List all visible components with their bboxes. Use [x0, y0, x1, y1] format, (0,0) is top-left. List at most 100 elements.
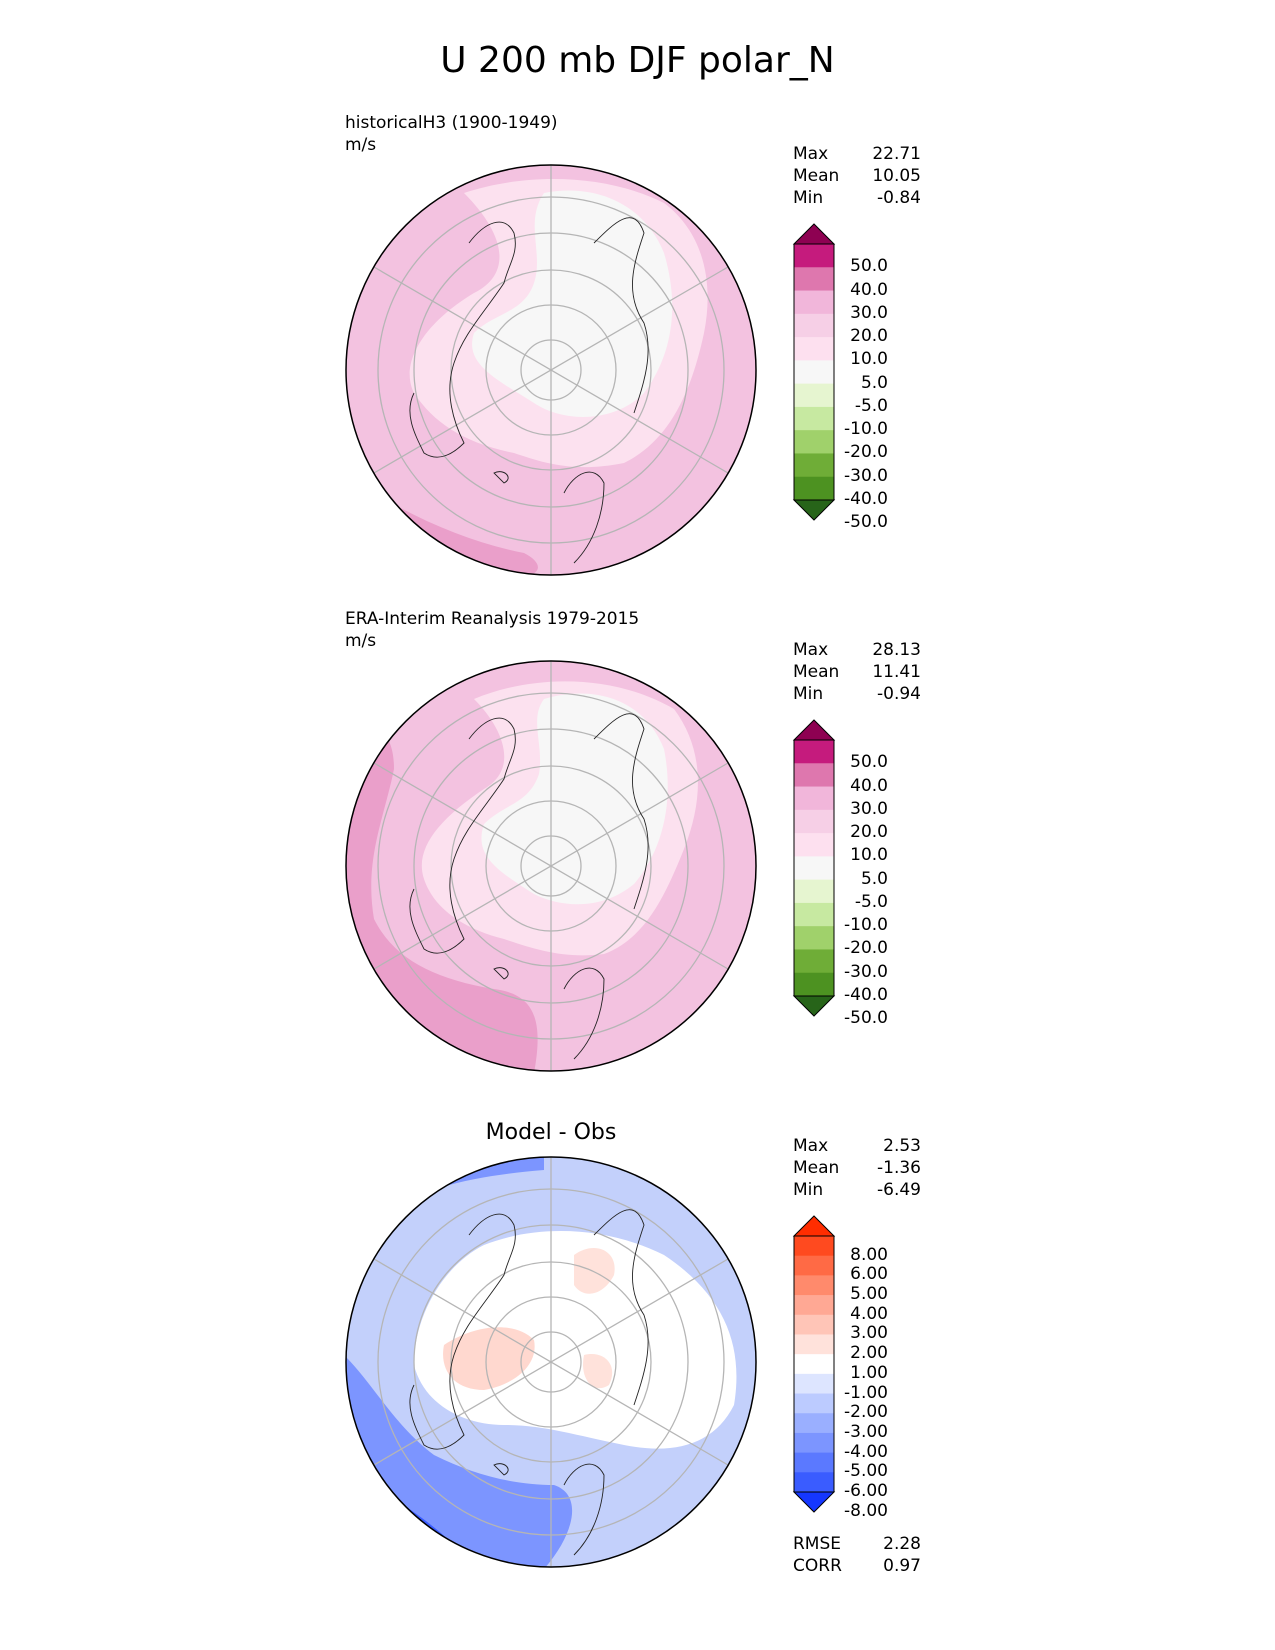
colorbar-band [794, 1472, 834, 1493]
colorbar-tick-label: -5.0 [854, 891, 888, 912]
stat-value: -1.36 [877, 1158, 921, 1178]
panel-model-title: historicalH3 (1900-1949) [345, 113, 558, 133]
colorbar-band [794, 313, 834, 338]
colorbar-band [794, 1373, 834, 1395]
colorbar-band [794, 926, 834, 950]
coastlines [409, 1209, 649, 1556]
stat-value: -0.84 [877, 188, 921, 208]
colorbar-extend-bottom [792, 1491, 836, 1513]
coastlines [409, 217, 649, 564]
stat-value: 28.13 [872, 640, 921, 660]
colorbar-tick-label: -30.0 [844, 961, 888, 982]
colorbar-band [794, 809, 834, 834]
colorbar-tick-label: -4.00 [844, 1441, 888, 1462]
panel-model-title-block: historicalH3 (1900-1949) m/s [345, 112, 558, 156]
colorbar-tick-label: -8.00 [844, 1500, 888, 1521]
colorbar-band [794, 1354, 834, 1375]
stat-label: Mean [793, 1158, 840, 1178]
colorbar-tick-label: -2.00 [844, 1402, 888, 1423]
colorbar-band [794, 949, 834, 974]
polar-map-diff [345, 1156, 757, 1568]
colorbar-frame [793, 1235, 835, 1493]
colorbar-band [794, 1314, 834, 1335]
graticule [373, 1157, 729, 1567]
colorbar-tick-label: 10.0 [850, 845, 888, 866]
field-calm-region [481, 693, 668, 905]
colorbar-tick-label: -20.0 [844, 938, 888, 959]
colorbar-tick-label: -30.0 [844, 465, 888, 486]
colorbar-band [794, 763, 834, 788]
colorbar-tick-label: -3.00 [844, 1421, 888, 1442]
stat-value: 0.97 [883, 1556, 921, 1576]
panel-obs-stats: Max 28.13 Mean 11.41 Min -0.94 [793, 639, 921, 705]
colorbar-tick-label: -6.00 [844, 1481, 888, 1501]
stat-value: 22.71 [872, 144, 921, 164]
stat-label: Max [793, 640, 829, 660]
colorbar-band [794, 453, 834, 478]
colorbar-band [794, 383, 834, 408]
colorbar-obs [792, 719, 836, 1017]
colorbar-tick-label: -40.0 [844, 985, 888, 1005]
colorbar-band [794, 476, 834, 501]
colorbar-model [792, 223, 836, 521]
polar-map-model [345, 164, 757, 576]
colorbar-diff-labels: 8.00 6.00 5.00 4.00 3.00 2.00 1.00 -1.00 -2.00 -3… [830, 1241, 888, 1521]
stat-label: RMSE [793, 1534, 842, 1554]
colorbar-band [794, 290, 834, 315]
panel-model-units: m/s [345, 135, 377, 155]
colorbar-band [794, 902, 834, 927]
stat-value: 10.05 [872, 166, 921, 186]
stat-label: CORR [793, 1556, 842, 1576]
colorbar-band [794, 740, 834, 764]
field-positive-region [443, 1327, 535, 1390]
colorbar-band [794, 337, 834, 361]
stat-value: 2.53 [883, 1136, 921, 1156]
colorbar-band [794, 406, 834, 431]
colorbar-extend-bottom [792, 499, 836, 521]
colorbar-band [794, 1393, 834, 1414]
colorbar-band [794, 360, 834, 385]
field-positive-region-2 [574, 1247, 615, 1294]
colorbar-tick-label: 5.00 [850, 1284, 888, 1305]
stat-label: Mean [793, 166, 840, 186]
colorbar-band [794, 430, 834, 454]
colorbar-extend-top [792, 719, 836, 741]
colorbar-model-labels: 50.0 40.0 30.0 20.0 10.0 5.0 -5.0 -10.0 -20.0 -30… [830, 249, 888, 532]
stat-label: Min [793, 684, 824, 704]
colorbar-tick-label: -20.0 [844, 442, 888, 463]
map-boundary [345, 1156, 757, 1568]
colorbar-tick-label: 3.00 [850, 1323, 888, 1344]
colorbar-tick-label: 10.0 [850, 349, 888, 370]
stat-label: Max [793, 144, 829, 164]
colorbar-tick-label: 8.00 [850, 1244, 888, 1265]
stat-label: Min [793, 1180, 824, 1200]
colorbar-tick-label: -40.0 [844, 489, 888, 509]
colorbar-band [794, 879, 834, 904]
field-positive-region-3 [583, 1354, 613, 1389]
coastlines [409, 713, 649, 1060]
colorbar-tick-label: -10.0 [844, 419, 888, 440]
colorbar-band [794, 833, 834, 857]
figure-title: U 200 mb DJF polar_N [440, 40, 835, 81]
colorbar-tick-label: 30.0 [850, 798, 888, 819]
graticule [373, 165, 729, 575]
colorbar-band [794, 1432, 834, 1454]
colorbar-tick-label: -10.0 [844, 915, 888, 936]
colorbar-diff [792, 1215, 836, 1513]
colorbar-extend-top [792, 223, 836, 245]
stat-value: -0.94 [877, 684, 921, 704]
colorbar-tick-label: 40.0 [850, 279, 888, 300]
polar-map-obs [345, 660, 757, 1072]
colorbar-band [794, 856, 834, 881]
colorbar-tick-label: -1.00 [844, 1382, 888, 1403]
stat-label: Max [793, 1136, 829, 1156]
colorbar-tick-label: -5.00 [844, 1461, 888, 1482]
colorbar-obs-labels: 50.0 40.0 30.0 20.0 10.0 5.0 -5.0 -10.0 -20.0 -30… [830, 745, 888, 1028]
colorbar-band [794, 1275, 834, 1296]
panel-diff-stats: Max 2.53 Mean -1.36 Min -6.49 [793, 1135, 921, 1201]
map-boundary [345, 660, 757, 1072]
colorbar-tick-label: 5.0 [860, 868, 888, 889]
panel-obs-title-block: ERA-Interim Reanalysis 1979-2015 m/s [345, 608, 639, 652]
colorbar-band [794, 1295, 834, 1316]
colorbar-tick-label: 20.0 [850, 822, 888, 843]
